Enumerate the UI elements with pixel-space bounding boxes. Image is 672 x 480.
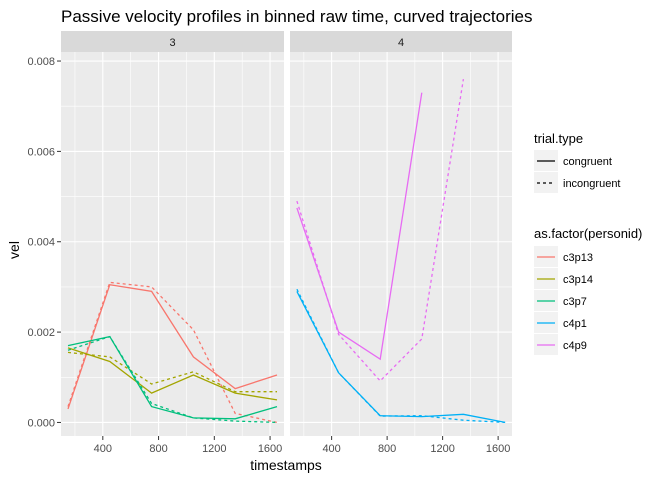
x-axis-title: timestamps (250, 457, 322, 473)
series-line-c4p9-incongruent (296, 78, 465, 382)
facet-panel-4: 4 (290, 31, 512, 436)
legend-label-c4p1: c4p1 (563, 318, 587, 330)
series-line-c4p9-congruent (296, 92, 423, 361)
x-tick-label: 1600 (258, 443, 282, 455)
chart-title: Passive velocity profiles in binned raw … (61, 7, 532, 26)
facet-strip (61, 31, 284, 52)
y-tick-label: 0.008 (27, 56, 55, 68)
series-line-c3p13-incongruent (67, 281, 278, 424)
legend-label-incongruent: incongruent (563, 178, 621, 190)
series-line-c3p7-incongruent (67, 335, 278, 424)
legend-color-title: as.factor(personid) (534, 226, 642, 241)
legend-label-c3p13: c3p13 (563, 252, 593, 264)
x-tick-label: 1200 (202, 443, 226, 455)
y-axis-title: vel (6, 241, 22, 259)
legend-label-congruent: congruent (563, 156, 612, 168)
facet-strip-label: 3 (169, 37, 175, 49)
legend-label-c3p7: c3p7 (563, 296, 587, 308)
x-axis: 400 800 1200 1600 400 800 1200 1600 (94, 436, 510, 455)
series-line-c3p13-congruent (67, 283, 278, 410)
x-tick-label: 800 (149, 443, 167, 455)
x-tick-label: 400 (322, 443, 340, 455)
y-tick-label: 0.004 (27, 237, 55, 249)
legend-label-c4p9: c4p9 (563, 340, 587, 352)
facet-strip-label: 4 (398, 37, 404, 49)
facet-strip (290, 31, 512, 52)
series-line-c3p14-congruent (67, 347, 278, 401)
y-tick-label: 0.000 (27, 417, 55, 429)
y-tick-label: 0.006 (27, 146, 55, 158)
series-line-c3p7-congruent (67, 335, 278, 420)
y-axis: 0.000 0.002 0.004 0.006 0.008 (27, 56, 61, 429)
series-line-c3p14-incongruent (67, 351, 277, 393)
legend-linetype-title: trial.type (534, 131, 583, 146)
panel-background (61, 52, 284, 436)
x-tick-label: 1600 (486, 443, 510, 455)
x-tick-label: 1200 (430, 443, 454, 455)
legend: trial.type as.factor(personid) congruent… (534, 131, 642, 355)
facet-panel-3: 3 (61, 31, 284, 436)
legend-label-c3p14: c3p14 (563, 274, 593, 286)
y-tick-label: 0.002 (27, 327, 55, 339)
series-line-c4p1-incongruent (296, 288, 506, 424)
x-tick-label: 800 (378, 443, 396, 455)
x-tick-label: 400 (94, 443, 112, 455)
panel-background (290, 52, 512, 436)
